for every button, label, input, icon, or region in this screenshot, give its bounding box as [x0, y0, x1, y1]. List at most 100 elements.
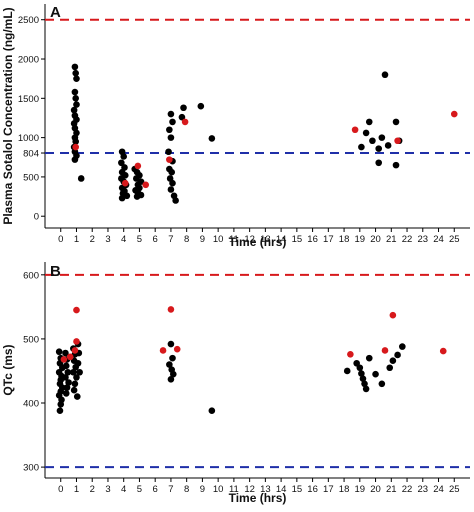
panel-a-data-point-black: [72, 95, 79, 102]
panel-a-x-tick-label: 1: [74, 234, 79, 245]
panel-a-data-point-black: [208, 135, 216, 142]
panel-a-data-point-black: [118, 194, 126, 202]
panel-a-data-point-black: [72, 69, 79, 77]
panel-b-data-point-black: [73, 374, 80, 381]
panel-a-data-point-black: [180, 104, 187, 112]
panel-a-x-tick-label: 18: [339, 234, 350, 245]
panel-a-x-tick-label: 8: [184, 234, 189, 245]
panel-b-x-axis-title: Time (hrs): [229, 491, 287, 505]
panel-b-x-tick-label: 22: [402, 484, 413, 495]
panel-b-data-point-black: [62, 374, 69, 381]
panel-b-x-tick-label: 14: [276, 484, 287, 495]
panel-a-x-tick-label: 22: [402, 234, 413, 245]
panel-b-data-point-red: [439, 347, 447, 355]
panel-b-data-point-black: [65, 379, 72, 386]
panel-b-data-point-black: [57, 400, 65, 408]
panel-a-x-tick-label: 25: [449, 234, 460, 245]
panel-a-data-point-red: [134, 162, 142, 170]
panel-b-data-point-red: [159, 347, 167, 354]
panel-a-data-point-black: [362, 129, 370, 137]
panel-a-data-point-black: [167, 186, 175, 193]
panel-b-x-tick-label: 17: [323, 484, 334, 495]
panel-b-x-tick-label: 8: [184, 484, 189, 495]
panel-a-data-point-red: [72, 143, 79, 151]
panel-a-data-point-black: [120, 153, 128, 160]
panel-a-data-point-black: [118, 159, 125, 167]
panel-a-x-axis-title: Time (hrs): [229, 235, 287, 249]
panel-a-x-tick-label: 24: [433, 234, 444, 245]
panel-b-data-point-black: [394, 351, 401, 359]
panel-b-y-tick-label: 300: [23, 463, 39, 474]
panel-b-x-tick-label: 3: [105, 484, 110, 495]
panel-b-y-tick-label: 500: [23, 334, 39, 345]
panel-b-x-tick-label: 6: [153, 484, 158, 495]
panel-a-x-tick-label: 16: [307, 234, 318, 245]
panel-a-y-axis-title: Plasma Sotalol Concentration (ng/mL): [1, 7, 15, 224]
panel-a-data-point-black: [73, 101, 80, 108]
panel-b-data-point-black: [64, 368, 72, 376]
panel-b-x-tick-label: 13: [260, 484, 271, 495]
panel-a-data-point-black: [381, 71, 389, 79]
panel-a-data-point-black: [365, 118, 373, 126]
panel-a-data-point-black: [384, 142, 392, 149]
panel-a-data-point-black: [71, 88, 79, 96]
panel-a-data-point-black: [378, 134, 386, 141]
panel-b-data-point-black: [63, 384, 71, 391]
panel-a-data-point-black: [197, 102, 205, 110]
panel-b-x-tick-label: 24: [433, 484, 444, 495]
panel-a-y-tick-label: 2000: [18, 55, 39, 66]
panel-a-x-tick-label: 17: [323, 234, 334, 245]
panel-b-data-point-black: [399, 343, 406, 350]
panel-b-data-point-black: [73, 393, 81, 400]
panel-a-x-tick-label: 9: [200, 234, 205, 245]
panel-b-data-point-black: [71, 380, 79, 388]
panel-a-data-point-black: [169, 118, 176, 126]
panel-b-y-tick-label: 600: [23, 270, 39, 281]
panel-a-data-point-black: [70, 106, 78, 114]
panel-a-x-tick-label: 2: [90, 234, 95, 245]
panel-b-x-tick-label: 18: [339, 484, 350, 495]
panel-b-data-point-black: [386, 364, 394, 372]
panel-a-data-point-black: [132, 175, 140, 182]
panel-b-data-point-black: [70, 386, 78, 394]
panel-b-data-point-black: [62, 390, 70, 397]
panel-a-data-point-red: [142, 181, 150, 189]
panel-a-x-tick-label: 21: [386, 234, 397, 245]
panel-a-data-point-black: [168, 168, 176, 176]
panel-a-x-tick-label: 3: [105, 234, 110, 245]
panel-b-data-point-black: [361, 380, 368, 388]
panel-b-x-tick-label: 16: [307, 484, 318, 495]
panel-b-data-point-black: [343, 367, 351, 375]
panel-b-x-tick-label: 23: [417, 484, 428, 495]
panel-b-data-point-black: [167, 375, 175, 383]
panel-b-data-point-black: [389, 357, 397, 365]
panel-a-x-tick-label: 15: [292, 234, 303, 245]
panel-a-x-tick-label: 0: [58, 234, 63, 245]
panel-b-data-point-red: [173, 345, 181, 353]
panel-b-data-point-red: [389, 311, 397, 319]
panel-b-data-point-black: [55, 348, 63, 356]
panel-a-x-tick-label: 19: [355, 234, 366, 245]
panel-b-data-point-black: [372, 370, 379, 378]
panel-b-x-tick-label: 5: [137, 484, 142, 495]
panel-b-x-tick-label: 11: [229, 484, 239, 495]
panel-a-y-tick-label: 1500: [18, 94, 39, 105]
panel-b-data-point-red: [73, 338, 80, 345]
panel-a-data-point-red: [181, 118, 189, 126]
panel-b-data-point-red: [71, 347, 79, 354]
panel-a-data-point-black: [72, 138, 79, 145]
panel-a-data-point-black: [71, 63, 79, 71]
panel-a-x-tick-label: 20: [370, 234, 381, 245]
panel-b-data-point-black: [166, 361, 173, 368]
panel-b-data-point-black: [70, 368, 77, 376]
panel-b-data-point-black: [74, 359, 82, 367]
panel-b-x-tick-label: 4: [121, 484, 126, 495]
panel-a-data-point-black: [392, 161, 400, 169]
panel-b-data-point-black: [62, 362, 70, 370]
panel-a-data-point-red: [450, 110, 458, 118]
panel-b-data-point-black: [358, 370, 365, 377]
panel-a-x-tick-label: 14: [276, 234, 287, 245]
panel-b-data-point-red: [66, 353, 74, 361]
